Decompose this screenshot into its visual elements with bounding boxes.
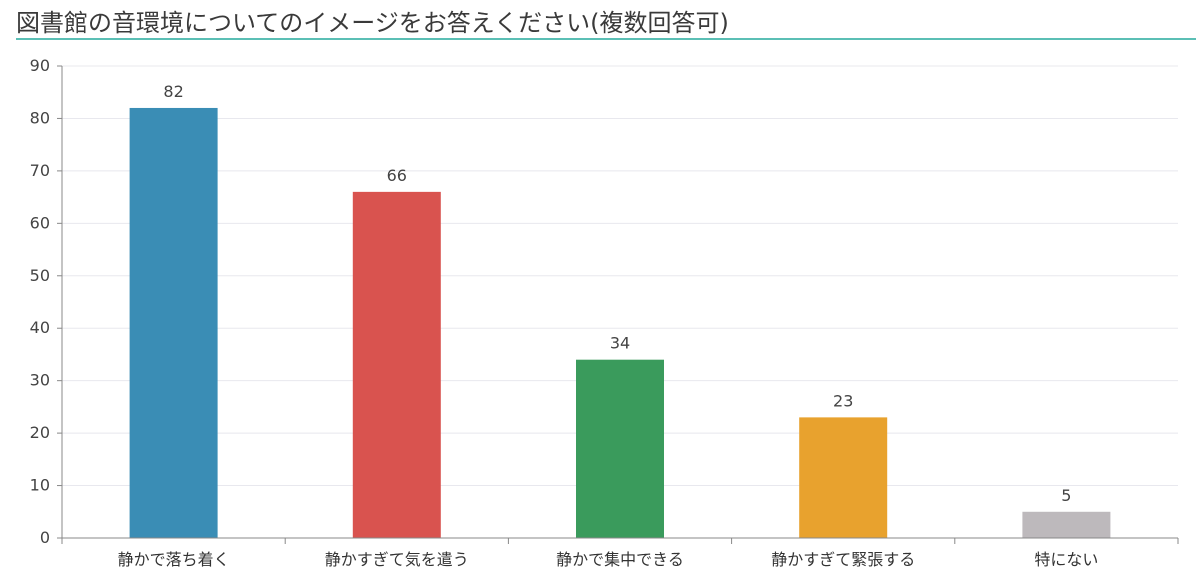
axis-layer (57, 65, 1179, 544)
data-label-2: 66 (387, 166, 407, 185)
page-title: 図書館の音環境についてのイメージをお答えください(複数回答可) (16, 9, 729, 37)
category-label-3: 静かで集中できる (556, 550, 684, 569)
y-tick-label: 30 (30, 371, 50, 390)
y-tick-label: 40 (30, 318, 50, 337)
y-tick-label: 20 (30, 423, 50, 442)
y-tick-label: 90 (30, 56, 50, 75)
y-tick-label: 80 (30, 108, 50, 127)
y-tick-label: 60 (30, 213, 50, 232)
y-tick-label: 0 (40, 528, 50, 547)
y-tick-label: 10 (30, 476, 50, 495)
bar-layer (129, 107, 1111, 538)
data-label-1: 82 (163, 82, 183, 101)
bar-3 (576, 359, 664, 538)
category-label-1: 静かで落ち着く (118, 550, 230, 569)
bar-1 (129, 107, 218, 538)
bar-5 (1022, 511, 1111, 538)
category-label-2: 静かすぎて気を遣う (325, 550, 469, 569)
data-label-5: 5 (1061, 486, 1071, 505)
title-underline (16, 38, 1196, 40)
grid-layer (62, 65, 1178, 487)
label-layer: 0 10 20 30 40 50 60 70 80 90 82 静かで落ち着く 66 静かすぎて気を遣う 3… (30, 56, 1099, 569)
bar-2 (352, 191, 441, 538)
y-tick-label: 70 (30, 161, 50, 180)
data-label-3: 34 (610, 334, 630, 353)
category-label-5: 特にない (1034, 550, 1098, 569)
data-label-4: 23 (833, 391, 853, 410)
bar-4 (799, 417, 888, 538)
category-label-4: 静かすぎて緊張する (771, 550, 915, 569)
y-tick-label: 50 (30, 266, 50, 285)
